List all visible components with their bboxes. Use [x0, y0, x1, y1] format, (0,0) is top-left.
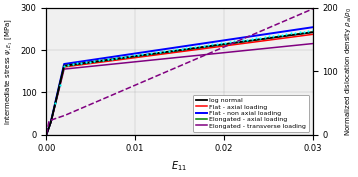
Elongated - axial loading: [79, 63, 83, 65]
X-axis label: $E_{11}$: $E_{11}$: [171, 159, 188, 173]
Elongated - axial loading: [134, 55, 139, 57]
log normal: [45, 132, 49, 134]
Flat - axial loading: [118, 59, 122, 61]
Flat - axial loading: [45, 132, 49, 134]
Flat - non axial loading: [79, 61, 83, 63]
log normal: [118, 57, 122, 59]
Elongated - transverse loading: [44, 134, 48, 136]
Flat - non axial loading: [118, 55, 122, 57]
Y-axis label: Normalized dislocation density $\rho_a/\rho_0$: Normalized dislocation density $\rho_a/\…: [344, 7, 354, 136]
Line: Elongated - transverse loading: Elongated - transverse loading: [46, 44, 313, 135]
Flat - non axial loading: [45, 132, 49, 134]
Flat - non axial loading: [295, 28, 300, 30]
Elongated - axial loading: [45, 132, 49, 134]
Elongated - axial loading: [44, 134, 48, 136]
Elongated - transverse loading: [249, 49, 253, 51]
Line: Flat - non axial loading: Flat - non axial loading: [46, 27, 313, 135]
Elongated - axial loading: [249, 39, 253, 42]
Elongated - transverse loading: [134, 61, 139, 63]
log normal: [295, 33, 300, 35]
Flat - non axial loading: [134, 52, 139, 54]
log normal: [310, 31, 315, 33]
Flat - axial loading: [310, 33, 315, 35]
Flat - non axial loading: [44, 134, 48, 136]
Elongated - transverse loading: [45, 132, 49, 134]
Elongated - axial loading: [295, 33, 300, 35]
Flat - axial loading: [79, 64, 83, 66]
Line: Flat - axial loading: Flat - axial loading: [46, 34, 313, 135]
Flat - non axial loading: [249, 35, 253, 37]
Elongated - axial loading: [310, 31, 315, 33]
Flat - axial loading: [134, 56, 139, 59]
Line: Elongated - axial loading: Elongated - axial loading: [46, 32, 313, 135]
Elongated - transverse loading: [118, 62, 122, 64]
Flat - axial loading: [295, 35, 300, 37]
Legend: log normal, Flat - axial loading, Flat - non axial loading, Elongated - axial lo: log normal, Flat - axial loading, Flat -…: [193, 95, 309, 132]
log normal: [249, 39, 253, 42]
Flat - axial loading: [249, 41, 253, 44]
Elongated - axial loading: [118, 58, 122, 60]
log normal: [79, 62, 83, 65]
Flat - axial loading: [44, 134, 48, 136]
log normal: [44, 134, 48, 136]
log normal: [134, 55, 139, 57]
Line: log normal: log normal: [46, 32, 313, 135]
Elongated - transverse loading: [295, 44, 300, 46]
Elongated - transverse loading: [79, 66, 83, 68]
Y-axis label: Intermediate stress $\psi_{,E_1}$ [MPa]: Intermediate stress $\psi_{,E_1}$ [MPa]: [4, 18, 15, 125]
Flat - non axial loading: [310, 26, 315, 28]
Elongated - transverse loading: [310, 42, 315, 45]
